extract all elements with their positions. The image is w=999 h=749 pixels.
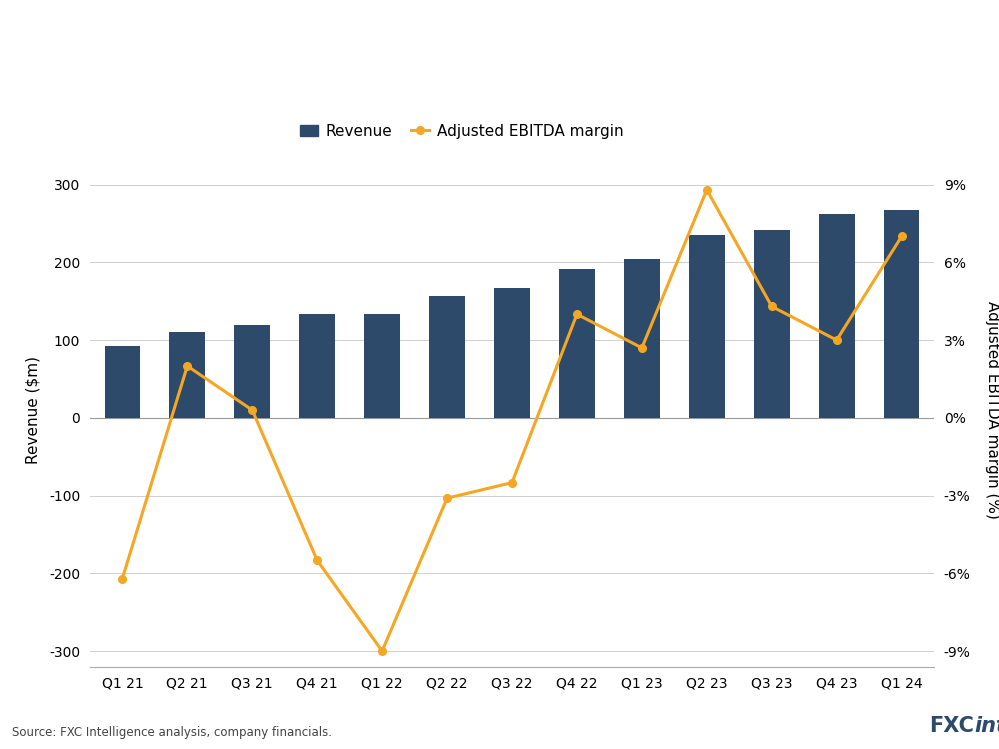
Text: Quarterly revenue and adjusted EBITDA margin, 2021-2024: Quarterly revenue and adjusted EBITDA ma…: [22, 91, 542, 109]
Bar: [170, 333, 205, 418]
Bar: [559, 269, 594, 418]
Text: intelligence®: intelligence®: [974, 715, 999, 736]
Bar: [235, 324, 270, 418]
Bar: [365, 315, 400, 418]
Legend: Revenue, Adjusted EBITDA margin: Revenue, Adjusted EBITDA margin: [294, 118, 629, 145]
Y-axis label: Revenue ($m): Revenue ($m): [26, 356, 41, 464]
Bar: [495, 288, 529, 418]
Bar: [884, 210, 919, 418]
Bar: [105, 346, 140, 418]
Bar: [300, 315, 335, 418]
Text: FXC: FXC: [929, 715, 974, 736]
Bar: [624, 259, 659, 418]
Bar: [689, 235, 724, 418]
Y-axis label: Adjusted EBITDA margin (%): Adjusted EBITDA margin (%): [985, 301, 999, 519]
Text: Source: FXC Intelligence analysis, company financials.: Source: FXC Intelligence analysis, compa…: [12, 727, 332, 739]
Bar: [819, 214, 854, 418]
Bar: [430, 296, 465, 418]
Text: Remitly continues positive adjusted EBITDA run in Q1 2024: Remitly continues positive adjusted EBIT…: [22, 24, 995, 52]
Bar: [754, 230, 789, 418]
